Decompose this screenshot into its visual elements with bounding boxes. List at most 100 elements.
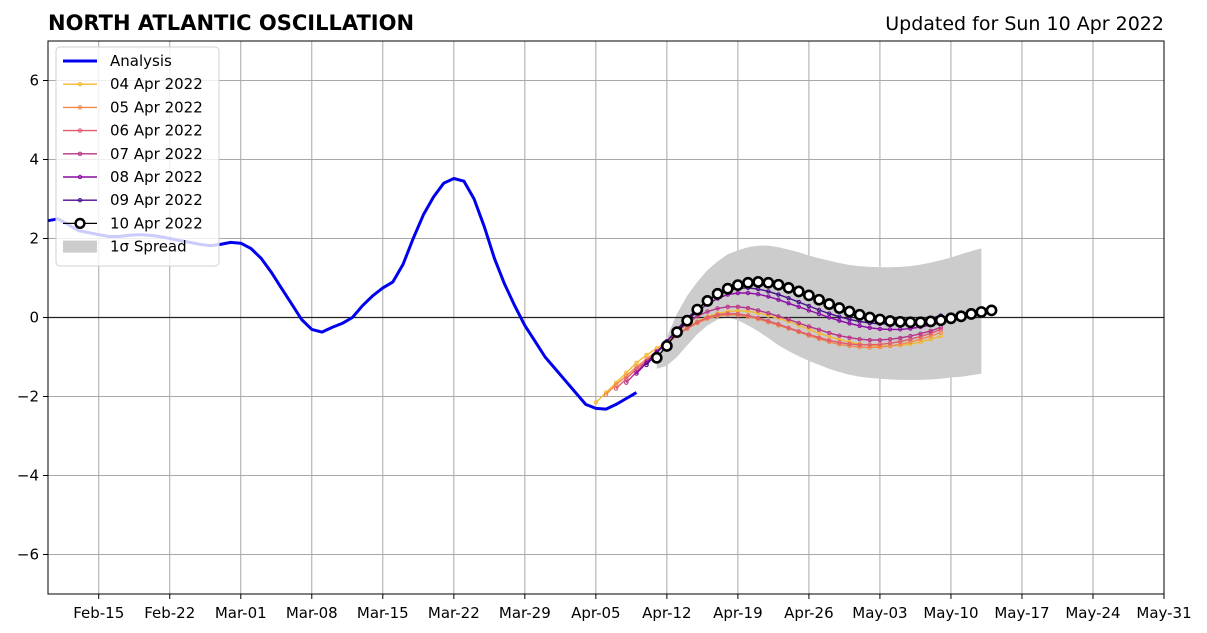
data-point — [786, 301, 791, 306]
data-point — [887, 340, 893, 346]
y-tick-label: 2 — [29, 230, 39, 248]
data-point — [715, 312, 720, 317]
x-tick-label: Apr-19 — [713, 604, 763, 622]
data-point — [877, 337, 883, 343]
data-point — [813, 293, 825, 306]
x-tick-label: Apr-05 — [571, 604, 621, 622]
data-point — [827, 330, 832, 336]
data-point — [898, 342, 903, 347]
data-point — [806, 308, 812, 313]
data-point — [837, 314, 842, 319]
data-point — [691, 303, 704, 316]
data-point — [776, 322, 781, 327]
legend-entry: 1σ Spread — [63, 238, 187, 256]
data-point — [928, 333, 933, 339]
data-point — [644, 362, 649, 368]
data-point — [837, 340, 842, 345]
data-point — [660, 340, 673, 352]
legend: Analysis 04 Apr 2022 05 Apr 2022 06 Apr 202… — [55, 46, 220, 267]
chart-title: NORTH ATLANTIC OSCILLATION — [48, 11, 414, 35]
legend-entry: 06 Apr 2022 — [63, 122, 203, 140]
data-point — [806, 327, 812, 332]
data-point — [644, 352, 649, 358]
x-tick-label: Mar-29 — [499, 604, 551, 622]
data-point — [705, 315, 710, 320]
legend-marker — [77, 198, 83, 203]
data-point — [776, 314, 781, 319]
data-point — [887, 327, 893, 332]
data-point — [603, 392, 609, 397]
data-point — [796, 329, 801, 334]
data-point — [823, 298, 836, 310]
data-point — [695, 320, 700, 325]
data-point — [762, 276, 775, 289]
y-tick-label: 6 — [29, 72, 39, 90]
y-tick-label: −2 — [17, 388, 39, 406]
data-point — [847, 317, 852, 322]
legend-box — [55, 46, 220, 267]
data-point — [681, 314, 694, 327]
data-point — [918, 334, 923, 339]
data-point — [766, 294, 771, 299]
legend-marker — [77, 151, 83, 157]
x-tick-label: Mar-22 — [428, 604, 480, 622]
data-point — [735, 304, 741, 310]
data-point — [806, 303, 812, 309]
legend-marker — [77, 105, 83, 110]
data-point — [918, 331, 923, 336]
data-point — [924, 315, 937, 328]
x-axis: Feb-15 Feb-22 Mar-01 Mar-08 Mar-15 Mar-22 Mar-… — [73, 594, 1192, 622]
data-point — [803, 289, 815, 302]
legend-marker — [74, 217, 86, 230]
legend-marker — [77, 82, 83, 87]
legend-label: 06 Apr 2022 — [110, 122, 203, 140]
x-tick-label: May-31 — [1136, 604, 1191, 622]
legend-entry: 10 Apr 2022 — [63, 214, 203, 232]
legend-marker — [77, 128, 83, 133]
y-tick-label: −4 — [17, 467, 39, 485]
data-point — [975, 306, 988, 318]
data-point — [847, 335, 852, 340]
data-point — [742, 276, 754, 289]
y-axis: −6 −4 −2 0 2 4 6 — [17, 72, 48, 564]
legend-label: Analysis — [110, 52, 172, 70]
data-point — [847, 321, 852, 326]
legend-entry: 05 Apr 2022 — [63, 98, 203, 116]
legend-label: 09 Apr 2022 — [110, 191, 203, 209]
data-point — [786, 317, 791, 322]
series-line — [595, 310, 942, 403]
data-point — [634, 371, 639, 376]
data-point — [853, 308, 866, 321]
data-point — [837, 337, 842, 342]
data-point — [863, 311, 876, 324]
data-point — [934, 314, 947, 327]
x-tick-label: May-17 — [994, 604, 1049, 622]
x-tick-label: Mar-15 — [357, 604, 409, 622]
data-point — [593, 400, 599, 405]
data-point — [701, 295, 714, 307]
legend-swatch — [63, 240, 97, 253]
data-point — [766, 289, 771, 294]
data-point — [945, 312, 957, 325]
data-point — [721, 282, 734, 295]
data-point — [867, 342, 872, 347]
data-point — [776, 292, 781, 297]
data-point — [928, 328, 933, 334]
data-point — [671, 326, 683, 339]
chart-subtitle: Updated for Sun 10 Apr 2022 — [885, 13, 1164, 35]
data-point — [847, 341, 852, 347]
data-point — [894, 315, 907, 328]
data-point — [725, 304, 730, 310]
data-point — [877, 342, 883, 347]
data-point — [613, 382, 619, 387]
x-tick-label: Mar-08 — [286, 604, 338, 622]
data-point — [624, 373, 629, 379]
data-point — [837, 333, 842, 338]
data-point — [914, 316, 927, 329]
legend-label: 10 Apr 2022 — [110, 214, 203, 232]
data-point — [827, 311, 832, 316]
data-point — [877, 326, 883, 332]
y-tick-label: 0 — [29, 309, 39, 327]
data-point — [731, 279, 744, 292]
